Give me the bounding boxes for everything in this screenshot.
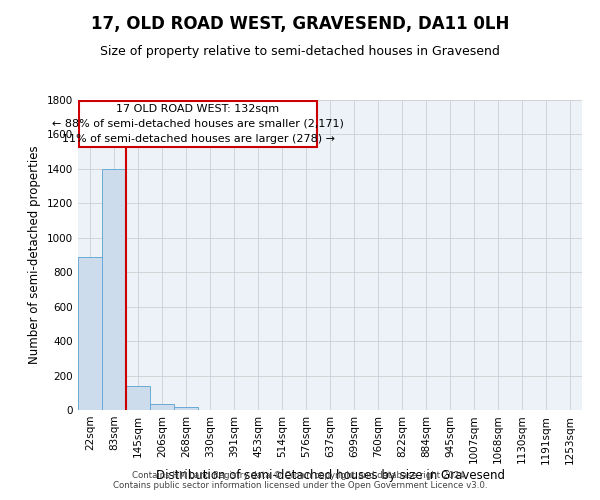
Text: ← 88% of semi-detached houses are smaller (2,171): ← 88% of semi-detached houses are smalle…	[52, 119, 344, 129]
Text: 11% of semi-detached houses are larger (278) →: 11% of semi-detached houses are larger (…	[62, 134, 335, 143]
Text: 17, OLD ROAD WEST, GRAVESEND, DA11 0LH: 17, OLD ROAD WEST, GRAVESEND, DA11 0LH	[91, 15, 509, 33]
Text: 17 OLD ROAD WEST: 132sqm: 17 OLD ROAD WEST: 132sqm	[116, 104, 280, 115]
FancyBboxPatch shape	[79, 101, 317, 146]
Bar	[150, 404, 174, 410]
Bar	[78, 256, 102, 410]
Bar	[102, 169, 126, 410]
Y-axis label: Number of semi-detached properties: Number of semi-detached properties	[28, 146, 41, 364]
Bar	[174, 406, 198, 410]
Bar	[126, 386, 150, 410]
Text: Contains HM Land Registry data © Crown copyright and database right 2024.
Contai: Contains HM Land Registry data © Crown c…	[113, 470, 487, 490]
X-axis label: Distribution of semi-detached houses by size in Gravesend: Distribution of semi-detached houses by …	[155, 469, 505, 482]
Text: Size of property relative to semi-detached houses in Gravesend: Size of property relative to semi-detach…	[100, 45, 500, 58]
